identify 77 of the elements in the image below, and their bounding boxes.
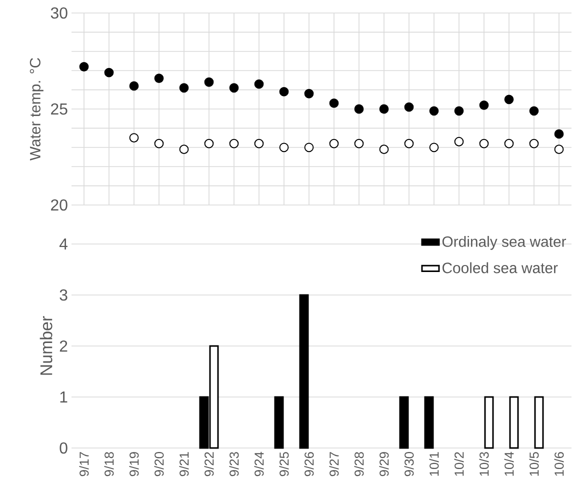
point [379,144,389,154]
y-tick-label: 3 [60,289,68,301]
point [479,138,489,148]
bar [534,396,544,449]
y-tick-label: 20 [51,199,68,211]
x-tick-label: 10/5 [529,452,539,476]
bar [399,396,409,449]
point [204,77,214,87]
y-axis-title: Number [40,316,52,375]
bar [484,396,494,449]
point [279,87,289,96]
point [254,79,264,89]
point [179,144,189,154]
point [254,138,264,148]
point [329,138,339,148]
point [129,133,139,142]
x-tick-label: 9/21 [179,452,189,476]
point [304,142,314,152]
point [504,138,514,148]
point [504,94,514,104]
point [354,104,364,114]
point [404,138,414,148]
point [229,83,239,93]
point [554,144,564,154]
x-tick-label: 9/17 [79,452,89,476]
y-tick-label: 30 [50,7,68,19]
x-tick-label: 9/27 [329,452,339,476]
bar [274,396,284,449]
point [529,106,539,116]
x-tick-label: 9/28 [354,452,364,476]
x-tick-label: 10/3 [479,452,489,476]
point [529,138,539,148]
point [129,81,139,91]
x-tick-label: 9/24 [254,452,264,476]
point [154,74,164,83]
point [229,138,239,148]
point [479,100,489,110]
y-tick-label: 1 [60,392,68,402]
point [104,68,114,78]
point [154,138,164,148]
legend-label: Ordinaly sea water [442,236,566,250]
point [204,138,214,148]
x-tick-label: 9/19 [129,452,139,476]
legend-label: Cooled sea water [442,262,558,274]
x-tick-label: 9/30 [404,452,414,476]
point [279,142,289,152]
x-tick-label: 9/22 [204,452,214,476]
point [354,138,364,148]
x-tick-label: 10/2 [454,452,464,476]
x-tick-label: 10/1 [429,452,439,476]
point [179,83,189,93]
point [429,106,439,116]
point [304,88,314,98]
y-tick-label: 25 [51,103,68,115]
x-tick-label: 9/23 [229,452,239,476]
y-axis-title: Water temp. °C [30,58,44,160]
point [554,129,564,139]
x-tick-label: 10/6 [554,452,564,476]
point [454,136,464,146]
x-tick-label: 9/25 [279,452,289,476]
y-tick-label: 0 [60,442,68,454]
point [429,142,439,152]
x-tick-label: 9/26 [304,452,314,476]
y-tick-label: 4 [59,238,68,250]
bar [299,294,309,449]
x-tick-label: 9/18 [104,452,114,476]
bar [424,396,434,449]
point [379,104,389,114]
x-tick-label: 9/20 [154,452,164,476]
bar [509,396,519,449]
point [404,102,414,112]
point [79,62,89,72]
point [454,106,464,116]
y-tick-label: 2 [60,340,68,352]
x-tick-label: 10/4 [504,452,514,476]
x-tick-label: 9/29 [379,452,389,476]
point [329,98,339,108]
